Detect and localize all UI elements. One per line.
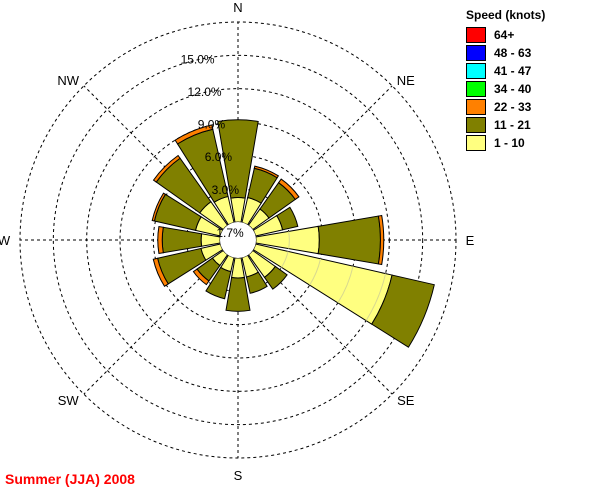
legend-swatch: [466, 99, 486, 115]
petal-wsw-bin-3: [152, 257, 169, 287]
petal-nnw-bin-3: [174, 124, 214, 145]
petal-ese-bin-2: [371, 274, 435, 348]
petal-se-bin-2: [263, 265, 288, 290]
ring-label-4: 12.0%: [188, 85, 222, 99]
petal-wnw-bin-3: [151, 192, 167, 222]
legend-swatch: [466, 27, 486, 43]
petal-e-bin-3: [377, 214, 385, 266]
petal-nne-bin-3: [253, 165, 280, 179]
legend-label: 34 - 40: [494, 82, 532, 96]
compass-label-se: SE: [397, 393, 415, 408]
chart-labels: 3.0% 6.0% 9.0% 12.0% 15.0% 1.7% N NE E SE S SW W NW: [0, 0, 475, 483]
legend-label: 11 - 21: [494, 118, 531, 132]
legend-label: 22 - 33: [494, 100, 532, 114]
legend: Speed (knots) 64+ 48 - 63 41 - 47 34 - 40 22…: [466, 8, 545, 152]
grid-ring-5: [52, 54, 424, 426]
chart-petals: [151, 119, 435, 348]
ring-label-2: 6.0%: [205, 150, 233, 164]
petal-ene-bin-2: [276, 206, 299, 231]
petal-n-bin-2: [217, 119, 259, 199]
legend-item-3: 41 - 47: [466, 62, 545, 80]
compass-label-w: W: [0, 233, 11, 248]
legend-label: 1 - 10: [494, 136, 525, 150]
legend-item-2: 48 - 63: [466, 44, 545, 62]
petal-e-bin-2: [317, 215, 381, 265]
compass-label-n: N: [233, 0, 242, 15]
legend-item-6: 11 - 21: [466, 116, 545, 134]
calm-circle: [220, 222, 256, 258]
calm-label: 1.7%: [216, 226, 244, 240]
petal-ese-band: [365, 273, 387, 321]
petal-e-band: [288, 231, 290, 249]
petal-w-bin-2: [161, 226, 203, 254]
petal-sw-bin-3: [192, 268, 210, 286]
petal-ese-band: [281, 251, 289, 268]
legend-swatch: [466, 117, 486, 133]
petal-sse-bin-2: [245, 271, 268, 294]
compass-label-e: E: [466, 233, 475, 248]
legend-rows: 64+ 48 - 63 41 - 47 34 - 40 22 - 33 11 - 21 1 …: [466, 26, 545, 152]
legend-label: 48 - 63: [494, 46, 532, 60]
ring-label-1: 3.0%: [212, 183, 240, 197]
petal-nw-bin-3: [152, 154, 181, 183]
petal-s-bin-2: [225, 276, 251, 312]
petal-w-bin-3: [157, 225, 164, 255]
legend-swatch: [466, 135, 486, 151]
legend-item-7: 1 - 10: [466, 134, 545, 152]
ring-label-3: 9.0%: [198, 118, 226, 132]
legend-label: 41 - 47: [494, 64, 532, 78]
legend-label: 64+: [494, 28, 515, 42]
petal-ssw-bin-2: [205, 266, 232, 300]
compass-label-s: S: [234, 468, 243, 483]
compass-label-sw: SW: [58, 393, 80, 408]
compass-label-nw: NW: [57, 73, 79, 88]
petal-ese-band: [309, 258, 322, 286]
petal-ese-band: [337, 266, 354, 304]
legend-item-1: 64+: [466, 26, 545, 44]
legend-item-4: 34 - 40: [466, 80, 545, 98]
legend-swatch: [466, 81, 486, 97]
legend-title: Speed (knots): [466, 8, 546, 22]
legend-swatch: [466, 45, 486, 61]
ring-label-5: 15.0%: [181, 52, 215, 66]
chart-caption: Summer (JJA) 2008: [5, 471, 135, 487]
legend-item-5: 22 - 33: [466, 98, 545, 116]
petal-ne-bin-3: [277, 178, 300, 201]
legend-swatch: [466, 63, 486, 79]
compass-label-ne: NE: [397, 73, 415, 88]
